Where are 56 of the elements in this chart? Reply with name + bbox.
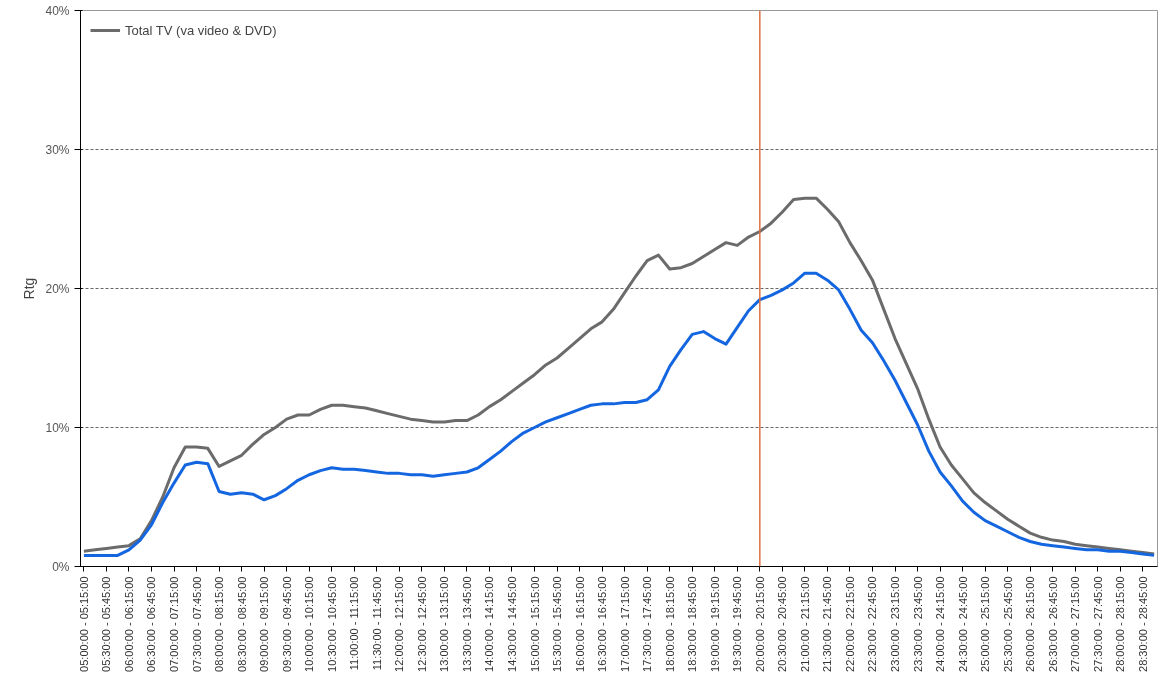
x-tick-label: 12:30:00 - 12:45:00 (415, 576, 428, 672)
x-tick-label: 19:30:00 - 19:45:00 (731, 576, 744, 672)
x-tick-label: 15:00:00 - 15:15:00 (528, 576, 541, 672)
x-tick-label: 22:00:00 - 22:15:00 (843, 576, 856, 672)
x-tick-label: 13:30:00 - 13:45:00 (460, 576, 473, 672)
x-tick-label: 28:30:00 - 28:45:00 (1136, 576, 1149, 672)
line-series (82, 271, 1156, 557)
x-tick-label: 14:30:00 - 14:45:00 (505, 576, 518, 672)
x-tick-label: 24:30:00 - 24:45:00 (956, 576, 969, 672)
x-tick-label: 18:00:00 - 18:15:00 (663, 576, 676, 672)
x-tick-label: 08:00:00 - 08:15:00 (213, 576, 226, 672)
x-tick-label: 22:30:00 - 22:45:00 (866, 576, 879, 672)
x-tick-label: 06:00:00 - 06:15:00 (122, 576, 135, 672)
y-tick-label: 0% (52, 559, 70, 574)
x-tick-label: 27:00:00 - 27:15:00 (1069, 576, 1082, 672)
x-tick-label: 09:00:00 - 09:15:00 (258, 576, 271, 672)
y-tick-label: 40% (45, 3, 70, 18)
x-tick-label: 21:30:00 - 21:45:00 (821, 576, 834, 672)
x-tick-label: 20:30:00 - 20:45:00 (776, 576, 789, 672)
x-tick-label: 05:00:00 - 05:15:00 (77, 576, 90, 672)
y-tick-label: 30% (45, 142, 70, 157)
x-tick-label: 05:30:00 - 05:45:00 (100, 576, 113, 672)
x-tick-label: 20:00:00 - 20:15:00 (753, 576, 766, 672)
y-tick-label: 10% (45, 420, 70, 435)
x-tick-label: 21:00:00 - 21:15:00 (798, 576, 811, 672)
x-tick-label: 26:30:00 - 26:45:00 (1046, 576, 1059, 672)
x-tick-label: 12:00:00 - 12:15:00 (393, 576, 406, 672)
x-tick-label: 19:00:00 - 19:15:00 (708, 576, 721, 672)
x-tick-label: 06:30:00 - 06:45:00 (145, 576, 158, 672)
x-tick-label: 27:30:00 - 27:45:00 (1091, 576, 1104, 672)
x-tick-label: 23:00:00 - 23:15:00 (889, 576, 902, 672)
x-tick-label: 25:30:00 - 25:45:00 (1001, 576, 1014, 672)
x-tick-label: 07:30:00 - 07:45:00 (190, 576, 203, 672)
x-tick-label: 15:30:00 - 15:45:00 (551, 576, 564, 672)
x-tick-label: 13:00:00 - 13:15:00 (438, 576, 451, 672)
x-tick-label: 17:00:00 - 17:15:00 (618, 576, 631, 672)
x-tick-label: 10:30:00 - 10:45:00 (325, 576, 338, 672)
x-tick-label: 11:30:00 - 11:45:00 (370, 576, 383, 671)
y-axis-title: Rtg (21, 277, 38, 300)
y-tick-label: 20% (45, 281, 70, 296)
x-tick-label: 26:00:00 - 26:15:00 (1024, 576, 1037, 672)
x-tick-label: 10:00:00 - 10:15:00 (303, 576, 316, 672)
x-tick-label: 08:30:00 - 08:45:00 (235, 576, 248, 672)
x-tick-label: 16:30:00 - 16:45:00 (596, 576, 609, 672)
x-tick-label: 28:00:00 - 28:15:00 (1114, 576, 1127, 672)
x-tick-label: 23:30:00 - 23:45:00 (911, 576, 924, 672)
x-tick-label: 07:00:00 - 07:15:00 (168, 576, 181, 672)
x-tick-label: 16:00:00 - 16:15:00 (573, 576, 586, 672)
x-tick-label: 14:00:00 - 14:15:00 (483, 576, 496, 672)
legend-label: Total TV (va video & DVD) (125, 22, 277, 38)
x-tick-label: 11:00:00 - 11:15:00 (348, 576, 361, 671)
x-tick-label: 09:30:00 - 09:45:00 (280, 576, 293, 672)
x-tick-label: 24:00:00 - 24:15:00 (934, 576, 947, 672)
x-tick-label: 18:30:00 - 18:45:00 (686, 576, 699, 672)
x-tick-label: 17:30:00 - 17:45:00 (641, 576, 654, 672)
x-tick-label: 25:00:00 - 25:15:00 (979, 576, 992, 672)
